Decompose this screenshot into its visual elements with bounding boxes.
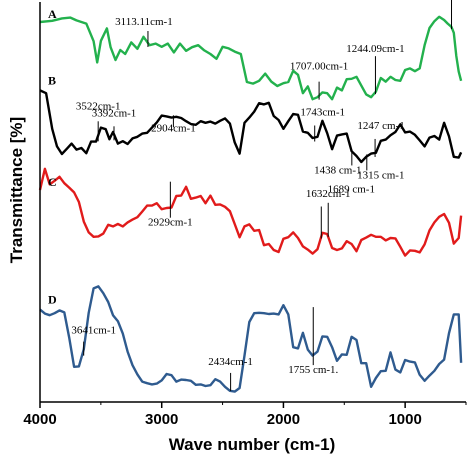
annotation-label: 1755 cm-1. (288, 364, 338, 376)
annotation-label: 3641cm-1 (71, 325, 116, 337)
x-tick-label: 2000 (267, 411, 300, 428)
annotation-label: 1438 cm-1 (314, 164, 361, 176)
curve-label-a: A (48, 7, 57, 21)
annotation-label: 3392cm-1 (92, 107, 137, 119)
annotation-label: 1743cm-1 (300, 106, 345, 118)
annotation-label: 3113.11cm-1 (115, 16, 173, 28)
curve-label-d: D (48, 293, 57, 307)
annotation-label: 1707.00cm-1 (290, 61, 348, 73)
annotation-label: 2929cm-1 (148, 217, 193, 229)
series-line-a (39, 15, 463, 101)
annotation-layer: 3113.11cm-11707.00cm-11244.09cm-1619cm-1… (71, 0, 453, 391)
plot-layer: A B C D (38, 7, 463, 393)
x-tick-label: 1000 (388, 411, 421, 428)
annotation-label: 1632cm-1 (306, 188, 351, 200)
annotation-label: 1244.09cm-1 (346, 43, 404, 55)
annotation-label: 1247 cm-1 (357, 120, 404, 132)
series-line-b (39, 89, 463, 164)
curve-label-c: C (48, 175, 57, 189)
series-line-c (38, 167, 463, 257)
x-tick-label: 4000 (23, 411, 56, 428)
y-axis-label: Transmittance [%] (7, 117, 26, 263)
series-line-d (39, 285, 463, 393)
curve-label-b: B (48, 73, 56, 87)
annotation-label: 1315 cm-1 (357, 169, 404, 181)
x-axis-label: Wave number (cm-1) (169, 435, 336, 454)
axes-layer: 4000 3000 2000 1000 (23, 2, 467, 428)
annotation-label: 3522cm-1 (76, 100, 121, 112)
x-tick-label: 3000 (145, 411, 178, 428)
annotation-label: 2434cm-1 (208, 356, 253, 368)
annotation-label: 1689 cm-1 (328, 183, 375, 195)
annotation-label: 2904cm-1 (151, 122, 196, 134)
